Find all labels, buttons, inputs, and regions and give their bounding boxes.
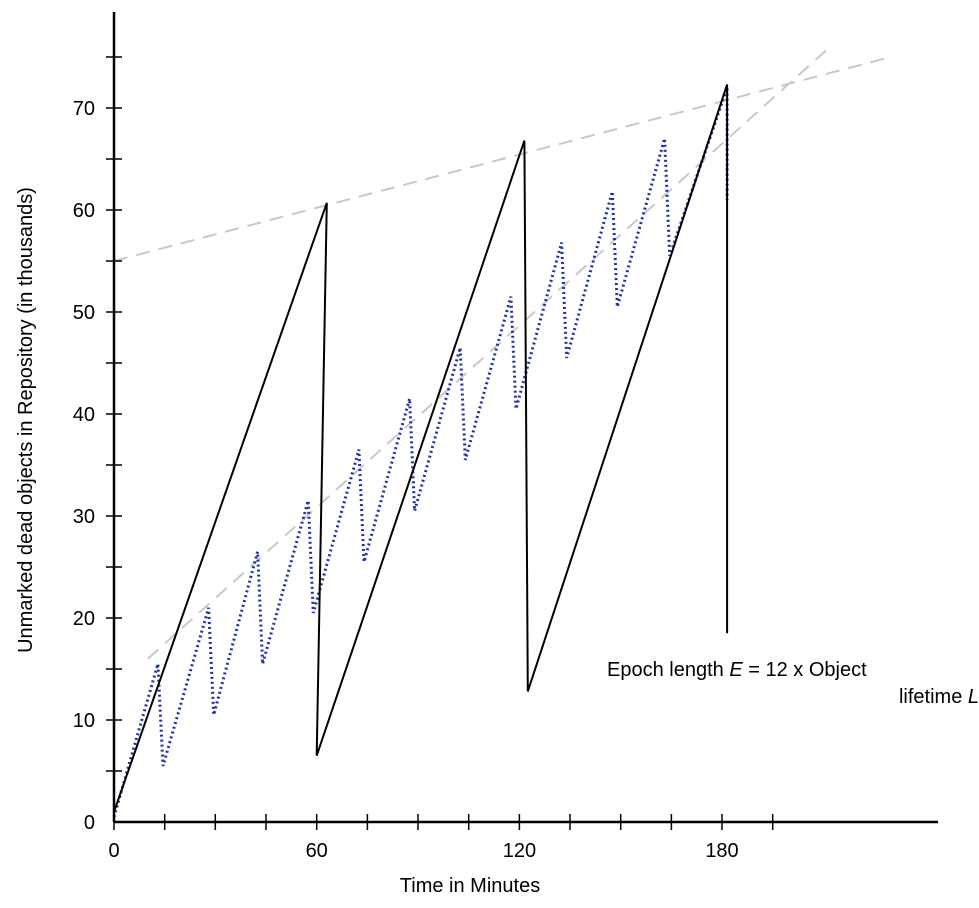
series-line-dashed-2	[113, 56, 892, 262]
y-tick-label-30: 30	[73, 506, 95, 528]
annotation: Epoch length E = 12 x Object lifetime L	[607, 659, 979, 708]
x-axis-title: Time in Minutes	[400, 875, 540, 897]
series-line-solid-0	[113, 84, 729, 813]
series-layer	[112, 46, 892, 818]
series-line-dashed-3	[147, 46, 831, 660]
y-tick-label-60: 60	[73, 200, 95, 222]
y-tick-label-70: 70	[73, 98, 95, 120]
series-line-dotted-1	[112, 87, 729, 818]
y-tick-label-50: 50	[73, 302, 95, 324]
annotation-var-e: E	[729, 659, 743, 681]
y-tick-label-0: 0	[84, 812, 95, 834]
x-tick-label-0: 0	[108, 840, 119, 862]
axes-layer	[112, 12, 938, 824]
x-tick-label-180: 180	[705, 840, 738, 862]
annotation-middle: = 12 x Object	[743, 659, 867, 681]
y-axis-title: Unmarked dead objects in Repository (in …	[15, 187, 37, 653]
annotation-prefix: Epoch length	[607, 659, 729, 681]
annotation-var-l: L	[968, 686, 979, 708]
ticks-layer: 0 60 120 180 0 10 20 30 40 50 60 70	[73, 56, 774, 862]
y-tick-label-40: 40	[73, 404, 95, 426]
annotation-line2-prefix: lifetime	[899, 686, 968, 708]
x-tick-label-120: 120	[503, 840, 536, 862]
y-tick-label-20: 20	[73, 608, 95, 630]
x-tick-label-60: 60	[306, 840, 328, 862]
svg-text:Epoch length E = 12 x Object: Epoch length E = 12 x Object	[607, 659, 867, 681]
svg-text:lifetime L: lifetime L	[899, 686, 979, 708]
y-tick-label-10: 10	[73, 710, 95, 732]
